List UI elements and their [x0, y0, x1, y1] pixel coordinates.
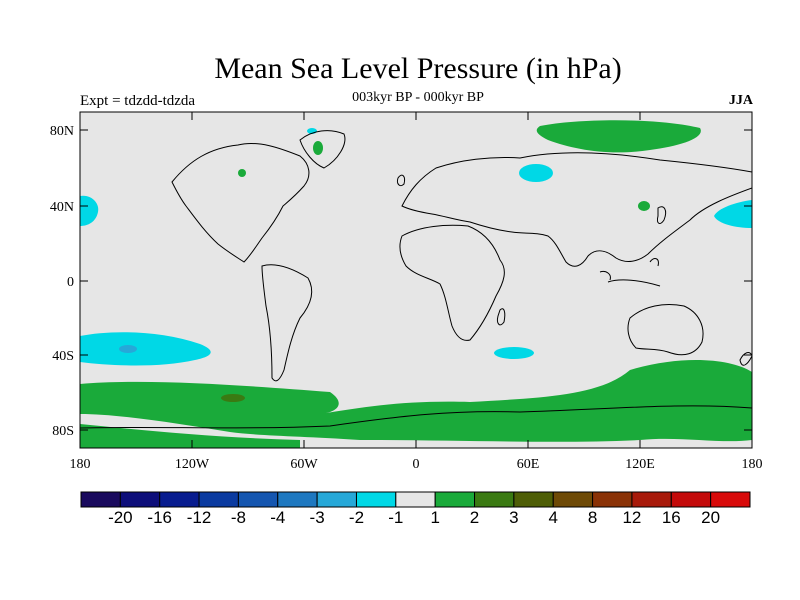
south-pacific-negative-anomaly	[80, 332, 211, 366]
lat-tick-80n: 80N	[50, 124, 74, 139]
colorbar-swatch	[159, 491, 200, 508]
map-subtitle: 003kyr BP - 000kyr BP	[352, 90, 484, 105]
colorbar-swatch	[316, 491, 357, 508]
colorbar-swatch	[80, 491, 121, 508]
colorbar-label: 12	[622, 508, 641, 527]
lat-tick-40s: 40S	[52, 349, 74, 364]
colorbar-swatch	[670, 491, 712, 508]
colorbar-swatch	[434, 491, 476, 508]
south-atlantic-negative-anomaly	[494, 347, 534, 359]
lon-tick-60e: 60E	[517, 457, 540, 472]
pacific-strong-positive-anomaly	[221, 394, 245, 402]
north-pacific-east-negative-anomaly	[714, 200, 752, 228]
coastlines	[80, 130, 752, 429]
colorbar-swatch	[355, 491, 397, 508]
colorbar-swatch	[395, 491, 436, 508]
lon-tick-180-left: 180	[70, 457, 91, 472]
colorbar-label: -12	[187, 508, 212, 527]
canada-positive-anomaly	[238, 169, 246, 177]
colorbar-swatch	[119, 491, 161, 508]
map-title: Mean Sea Level Pressure (in hPa)	[214, 52, 622, 85]
southern-ocean-positive-anomaly-south	[80, 424, 300, 448]
lon-tick-0: 0	[413, 457, 420, 472]
south-pacific-strong-negative-anomaly	[119, 345, 137, 353]
colorbar-label: 2	[470, 508, 479, 527]
colorbar-label: 3	[509, 508, 518, 527]
southern-ocean-positive-anomaly	[80, 360, 752, 442]
colorbar-labels: -20 -16 -12 -8 -4 -3 -2 -1 1 2 3 4 8 12 16 20	[108, 508, 720, 527]
north-atlantic-negative-anomaly	[519, 164, 553, 182]
colorbar-swatch	[237, 491, 279, 508]
colorbar-swatch	[277, 491, 318, 508]
season-label: JJA	[728, 93, 753, 108]
colorbar-label: 16	[662, 508, 681, 527]
greenland-positive-anomaly	[313, 141, 323, 155]
lon-tick-180-right: 180	[742, 457, 763, 472]
colorbar-label: -16	[147, 508, 172, 527]
colorbar-label: 4	[549, 508, 558, 527]
experiment-label: Expt = tdzdd-tdzda	[80, 93, 196, 109]
colorbar-label: 1	[430, 508, 439, 527]
colorbar-swatch	[592, 491, 633, 508]
latitude-tick-marks	[80, 129, 752, 431]
colorbar-label: 8	[588, 508, 597, 527]
lon-tick-60w: 60W	[290, 457, 318, 472]
colorbar-label: 20	[701, 508, 720, 527]
colorbar-label: -1	[388, 508, 403, 527]
colorbar-label: -3	[310, 508, 325, 527]
arctic-positive-anomaly	[536, 120, 701, 153]
lat-tick-0: 0	[67, 275, 74, 290]
colorbar-label: -2	[349, 508, 364, 527]
longitude-tick-marks	[191, 112, 641, 448]
colorbar	[80, 491, 751, 508]
pressure-anomaly-field	[80, 120, 752, 448]
colorbar-swatch	[474, 491, 515, 508]
colorbar-label: -8	[231, 508, 246, 527]
colorbar-swatch	[552, 491, 594, 508]
colorbar-swatch	[513, 491, 554, 508]
colorbar-label: -20	[108, 508, 133, 527]
lon-tick-120w: 120W	[175, 457, 210, 472]
lat-tick-40n: 40N	[50, 200, 74, 215]
lon-tick-120e: 120E	[625, 457, 655, 472]
colorbar-label: -4	[270, 508, 285, 527]
lat-tick-80s: 80S	[52, 424, 74, 439]
colorbar-swatch	[198, 491, 239, 508]
colorbar-swatch	[631, 491, 672, 508]
colorbar-swatch	[710, 491, 751, 508]
korea-positive-anomaly	[638, 201, 650, 211]
north-pacific-west-negative-anomaly	[80, 195, 99, 226]
